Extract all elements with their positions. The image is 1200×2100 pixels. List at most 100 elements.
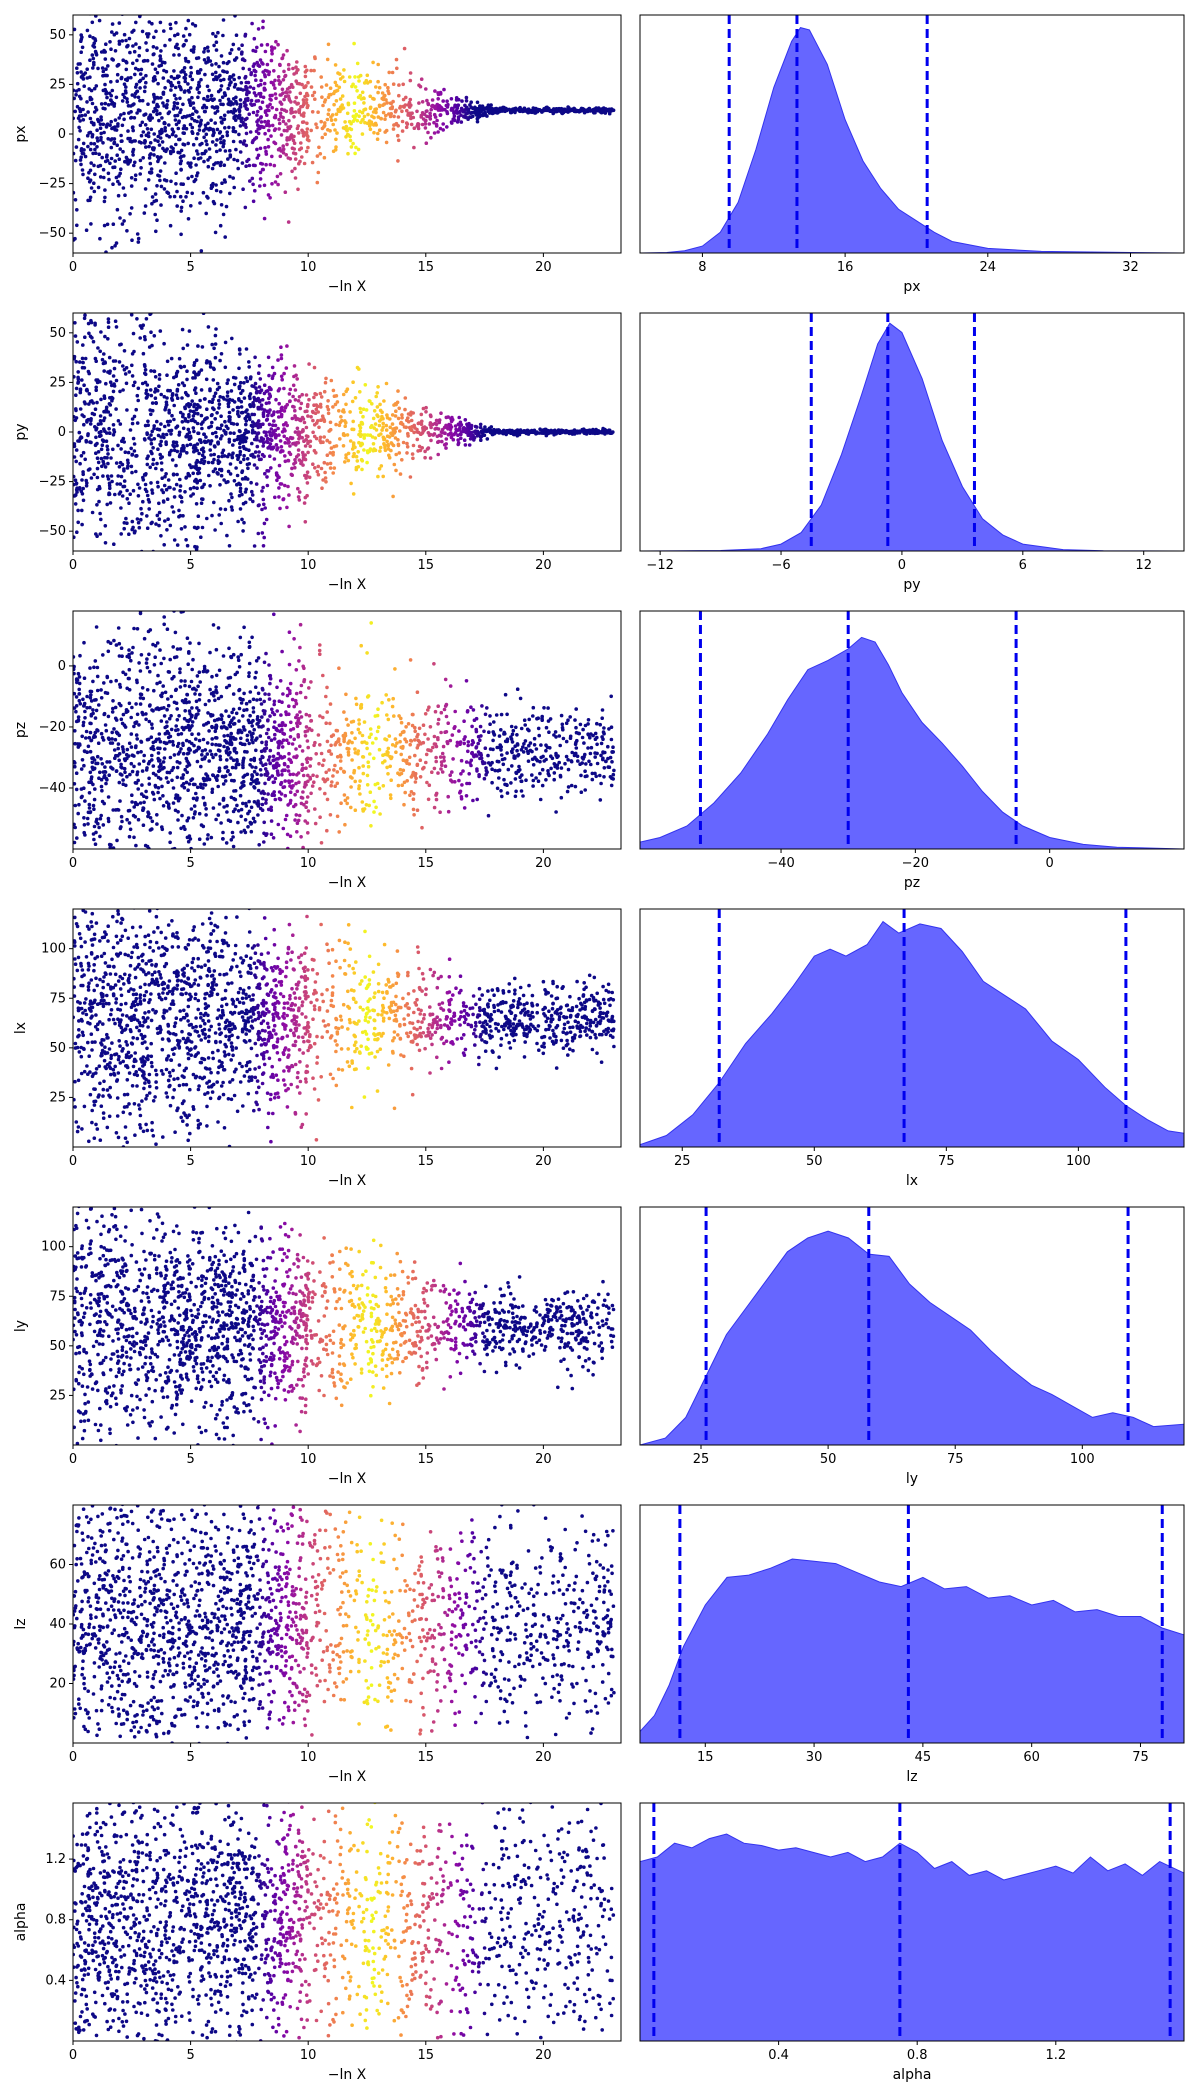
row-lz: 0 5 10 15 20 20 40 60 −ln X lz 15 30 45 60 75 lz (13, 1504, 1185, 1785)
y-tick-label: 1.2 (45, 1852, 66, 1867)
y-tick-label: −20 (39, 720, 66, 735)
scatter-ylabel: lz (13, 1618, 29, 1629)
scatter-frame (72, 908, 622, 1148)
density-xlabel: alpha (893, 2067, 932, 2083)
x-tick-label: 30 (806, 1750, 823, 1765)
y-tick-label: 0.4 (45, 1973, 66, 1988)
x-tick-label: −20 (902, 856, 929, 871)
y-tick-label: −40 (39, 781, 66, 796)
x-tick-label: 15 (418, 856, 435, 871)
y-tick-label: 0 (58, 659, 66, 674)
scatter-ylabel: pz (13, 722, 29, 738)
y-tick-label: 25 (49, 1388, 66, 1403)
scatter-points (73, 611, 616, 849)
density-area (640, 1558, 1184, 1743)
density-xlabel: lx (906, 1173, 918, 1189)
y-tick-label: −50 (39, 226, 66, 241)
x-tick-label: 10 (300, 1750, 317, 1765)
x-tick-label: −12 (646, 558, 673, 573)
x-tick-label: 100 (1070, 1452, 1095, 1467)
density-xlabel: py (903, 577, 920, 593)
y-tick-label: 0 (58, 127, 66, 142)
x-tick-label: 15 (418, 1154, 435, 1169)
row-pz: 0 5 10 15 20 −40 −20 0 −ln X pz −40 −20 0 pz (13, 610, 1185, 891)
x-tick-label: 0 (69, 558, 77, 573)
y-tick-label: 60 (49, 1558, 66, 1573)
y-tick-label: 20 (49, 1677, 66, 1692)
y-tick-label: −25 (39, 177, 66, 192)
y-tick-label: 50 (49, 1339, 66, 1354)
scatter-xlabel: −ln X (328, 1471, 367, 1487)
row-alpha: 0 5 10 15 20 0.4 0.8 1.2 −ln X alpha 0.4 0.8 1.2 alph… (13, 1802, 1185, 2083)
x-tick-label: 15 (418, 2048, 435, 2063)
x-tick-label: 0 (1046, 856, 1054, 871)
x-tick-label: 10 (300, 1154, 317, 1169)
x-tick-label: 20 (535, 260, 552, 275)
scatter-xlabel: −ln X (328, 1173, 367, 1189)
x-tick-label: 10 (300, 1452, 317, 1467)
x-tick-label: 15 (418, 260, 435, 275)
x-tick-label: 24 (980, 260, 997, 275)
row-py: 0 5 10 15 20 −50 −25 0 25 50 −ln X py −12 −6 0 6 12 py (13, 312, 1185, 593)
x-tick-label: 25 (693, 1452, 710, 1467)
x-tick-label: 12 (1135, 558, 1152, 573)
y-tick-label: 50 (49, 1041, 66, 1056)
density-frame (639, 1802, 1185, 2042)
x-tick-label: 10 (300, 260, 317, 275)
x-tick-label: 5 (186, 1154, 194, 1169)
density-area (640, 636, 1184, 849)
x-tick-label: 0 (69, 1154, 77, 1169)
density-xlabel: lz (906, 1769, 917, 1785)
x-tick-label: 20 (535, 1750, 552, 1765)
scatter-ylabel: ly (13, 1320, 29, 1332)
x-tick-label: 50 (820, 1452, 837, 1467)
x-tick-label: 75 (938, 1154, 955, 1169)
x-tick-label: 5 (186, 260, 194, 275)
scatter-ylabel: py (13, 423, 29, 440)
y-tick-label: 50 (49, 28, 66, 43)
density-frame (639, 1504, 1185, 1744)
x-tick-label: 5 (186, 1452, 194, 1467)
y-tick-label: 75 (49, 1289, 66, 1304)
y-tick-label: 75 (49, 991, 66, 1006)
x-tick-label: 20 (535, 1154, 552, 1169)
x-tick-label: 45 (915, 1750, 932, 1765)
x-tick-label: 0 (898, 558, 906, 573)
scatter-points (73, 15, 616, 253)
density-area (640, 920, 1184, 1147)
scatter-points (73, 1207, 616, 1445)
x-tick-label: 50 (806, 1154, 823, 1169)
x-tick-label: 5 (186, 558, 194, 573)
scatter-ylabel: alpha (13, 1903, 29, 1942)
x-tick-label: 6 (1019, 558, 1027, 573)
scatter-points (73, 1505, 616, 1743)
y-tick-label: −25 (39, 475, 66, 490)
density-xlabel: ly (906, 1471, 918, 1487)
x-tick-label: 0 (69, 2048, 77, 2063)
x-tick-label: 20 (535, 856, 552, 871)
x-tick-label: 10 (300, 2048, 317, 2063)
density-area (640, 1833, 1184, 2041)
x-tick-label: 20 (535, 2048, 552, 2063)
scatter-points (73, 1803, 616, 2041)
scatter-ylabel: px (13, 125, 29, 142)
scatter-xlabel: −ln X (328, 279, 367, 295)
density-frame (639, 610, 1185, 850)
x-tick-label: 1.2 (1045, 2048, 1066, 2063)
y-tick-label: 100 (41, 942, 66, 957)
y-tick-label: 40 (49, 1617, 66, 1632)
x-tick-label: 75 (1132, 1750, 1149, 1765)
density-area (640, 1230, 1184, 1445)
y-tick-label: −50 (39, 524, 66, 539)
scatter-ylabel: lx (13, 1022, 29, 1034)
y-tick-label: 25 (49, 77, 66, 92)
x-tick-label: 20 (535, 558, 552, 573)
x-tick-label: 20 (535, 1452, 552, 1467)
x-tick-label: 0 (69, 1750, 77, 1765)
y-tick-label: 100 (41, 1240, 66, 1255)
x-tick-label: 100 (1066, 1154, 1091, 1169)
x-tick-label: 75 (947, 1452, 964, 1467)
x-tick-label: 0 (69, 260, 77, 275)
scatter-xlabel: −ln X (328, 577, 367, 593)
